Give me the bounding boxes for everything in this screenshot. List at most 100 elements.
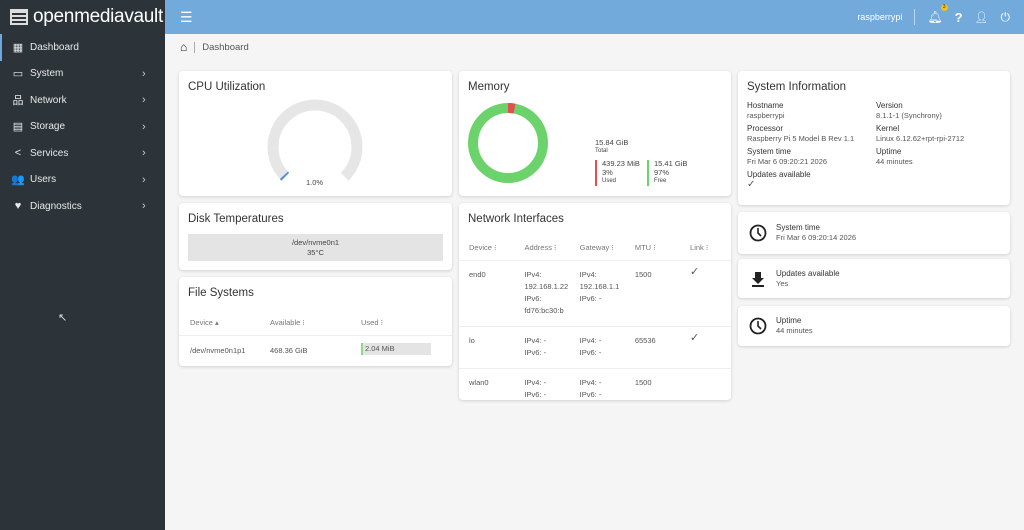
address-line: IPv4: - xyxy=(524,335,547,345)
bell-icon[interactable]: 🔔︎ 3 xyxy=(927,4,948,24)
col-used[interactable]: Used ⁝ xyxy=(361,318,383,328)
cpu-gauge xyxy=(267,99,363,181)
sidebar-item-label: Network xyxy=(30,94,67,106)
col-available[interactable]: Available ⁝ xyxy=(270,318,305,328)
free-pct: 97% xyxy=(654,167,670,177)
used-value: 439.23 MiB xyxy=(602,159,640,168)
user-icon[interactable]: 👤︎ xyxy=(974,11,989,24)
chevron-right-icon: › xyxy=(142,173,146,186)
field-label: System time xyxy=(747,147,792,156)
sysinfo-field: Uptime 44 minutes xyxy=(876,147,913,167)
check-icon: ✓ xyxy=(747,179,756,190)
widget-updates-available[interactable]: Updates available Yes xyxy=(738,259,1010,298)
sidebar-item-diagnostics[interactable]: ♥ Diagnostics › xyxy=(0,193,165,220)
address-line: IPv6: - xyxy=(524,347,547,357)
network-card: Network Interfaces Device ⁝ Address ⁝ Gate… xyxy=(459,203,731,400)
home-icon[interactable]: ⌂ xyxy=(180,40,188,54)
fs-available: 468.36 GiB xyxy=(270,345,308,355)
filesystems-card: File Systems Device ▴ Available ⁝ Used ⁝ /… xyxy=(179,277,452,366)
power-icon[interactable]: ⏻ xyxy=(1000,9,1011,24)
sidebar-item-services[interactable]: < Services › xyxy=(0,140,165,167)
notification-badge: 3 xyxy=(940,4,948,11)
download-icon xyxy=(749,270,767,293)
col-header[interactable]: MTU ⁝ xyxy=(634,243,656,253)
col-header[interactable]: Address ⁝ xyxy=(524,243,557,253)
sidebar-item-label: Diagnostics xyxy=(30,200,82,212)
hostname: raspberrypi xyxy=(857,12,903,22)
sidebar-item-label: Storage xyxy=(30,121,66,133)
widget-label: Updates available xyxy=(776,268,840,278)
sidebar-item-system[interactable]: ▭ System › xyxy=(0,61,165,88)
card-title: System Information xyxy=(747,81,847,93)
widget-label: System time xyxy=(776,223,821,232)
address-line: IPv6: - xyxy=(524,389,547,399)
heart-pulse-icon: ♥ xyxy=(14,200,22,213)
breadcrumb: ⌂ Dashboard xyxy=(180,40,249,54)
chevron-right-icon: › xyxy=(142,67,146,80)
card-title: Memory xyxy=(468,81,510,93)
address-line: IPv4: - xyxy=(524,377,547,387)
disk-temp: 35°C xyxy=(307,248,324,257)
donut-free xyxy=(468,103,548,183)
address-line: 192.168.1.22 xyxy=(524,281,569,291)
field-value: 8.1.1-1 (Synchrony) xyxy=(876,111,942,120)
field-value: Fri Mar 6 09:20:21 2026 xyxy=(747,157,828,166)
sysinfo-field: Processor Raspberry Pi 5 Model B Rev 1.1 xyxy=(747,124,854,144)
field-value: Raspberry Pi 5 Model B Rev 1.1 xyxy=(747,134,855,143)
help-icon[interactable]: ? xyxy=(954,9,963,25)
card-title: Disk Temperatures xyxy=(188,213,284,225)
col-header[interactable]: Gateway ⁝ xyxy=(579,243,614,253)
storage-icon: ▤ xyxy=(12,121,24,134)
sidebar-item-label: System xyxy=(30,68,64,80)
fs-device: /dev/nvme0n1p1 xyxy=(190,345,246,355)
sysinfo-field: Updates available ✓ xyxy=(747,170,811,190)
field-label: Kernel xyxy=(876,124,900,133)
laptop-icon: ▭ xyxy=(12,68,24,81)
widget-system-time[interactable]: System time Fri Mar 6 09:20:14 2026 xyxy=(738,212,1010,254)
memory-total-label: Total xyxy=(595,148,608,154)
net-mtu: 65536 xyxy=(634,335,656,345)
net-device: end0 xyxy=(469,269,486,279)
cpu-card: CPU Utilization 1.0% xyxy=(179,71,452,196)
clock-icon xyxy=(749,317,767,340)
network-table: Device ⁝ Address ⁝ Gateway ⁝ MTU ⁝ Link ⁝ end… xyxy=(459,236,731,400)
field-label: Hostname xyxy=(747,101,784,110)
sysinfo-field: Version 8.1.1-1 (Synchrony) xyxy=(876,101,942,121)
sidebar-item-users[interactable]: 👥 Users › xyxy=(0,167,165,194)
disk-temp-tile[interactable]: /dev/nvme0n1 35°C xyxy=(188,234,443,261)
net-device: lo xyxy=(469,335,475,345)
widget-uptime[interactable]: Uptime 44 minutes xyxy=(738,306,1010,346)
logo-text: openmediavault xyxy=(33,6,163,27)
grid-icon: ▦ xyxy=(12,41,24,54)
address-line: fd76:bc30:b xyxy=(524,305,564,315)
filesystems-table: Device ▴ Available ⁝ Used ⁝ /dev/nvme0n1p1… xyxy=(179,311,452,357)
col-header[interactable]: Link ⁝ xyxy=(690,243,709,253)
table-row[interactable]: /dev/nvme0n1p1 468.36 GiB 2.04 MiB xyxy=(179,335,452,357)
col-device[interactable]: Device ▴ xyxy=(190,318,219,328)
table-row[interactable]: wlan0 IPv4: - IPv6: - IPv4: - IPv6: - 1500 xyxy=(459,368,731,400)
sidebar-item-network[interactable]: 品 Network › xyxy=(0,87,165,114)
sidebar: openmediavault ▦ Dashboard ▭ System › 品 Networ… xyxy=(0,0,165,530)
widget-value: Fri Mar 6 09:20:14 2026 xyxy=(776,233,857,242)
sidebar-item-label: Dashboard xyxy=(30,41,79,53)
sidebar-item-storage[interactable]: ▤ Storage › xyxy=(0,114,165,141)
col-header[interactable]: Device ⁝ xyxy=(469,243,497,253)
topbar: ☰ raspberrypi 🔔︎ 3 ? 👤︎ ⏻ xyxy=(165,0,1024,34)
menu-icon[interactable]: ☰ xyxy=(180,9,193,25)
card-title: Network Interfaces xyxy=(468,213,564,225)
network-icon: 品 xyxy=(12,95,24,108)
sysinfo-field: Hostname raspberrypi xyxy=(747,101,785,121)
used-pct: 3% xyxy=(602,167,613,177)
sysinfo-card: System Information Hostname raspberrypi Ve… xyxy=(738,71,1010,205)
table-row[interactable]: lo IPv4: - IPv6: - IPv4: - IPv6: - 65536 ✓ xyxy=(459,326,731,368)
donut-used xyxy=(468,103,548,183)
free-value: 15.41 GiB xyxy=(654,159,688,168)
fs-used-bar: 2.04 MiB xyxy=(361,342,431,355)
memory-total: 15.84 GiB xyxy=(595,138,629,147)
table-row[interactable]: end0 IPv4: 192.168.1.22 IPv6: fd76:bc30:b IPv… xyxy=(459,260,731,326)
sidebar-item-dashboard[interactable]: ▦ Dashboard xyxy=(0,34,165,61)
sidebar-item-label: Services xyxy=(30,147,69,159)
widget-label: Uptime xyxy=(776,316,802,325)
check-icon: ✓ xyxy=(690,265,700,278)
logo[interactable]: openmediavault xyxy=(0,0,165,34)
